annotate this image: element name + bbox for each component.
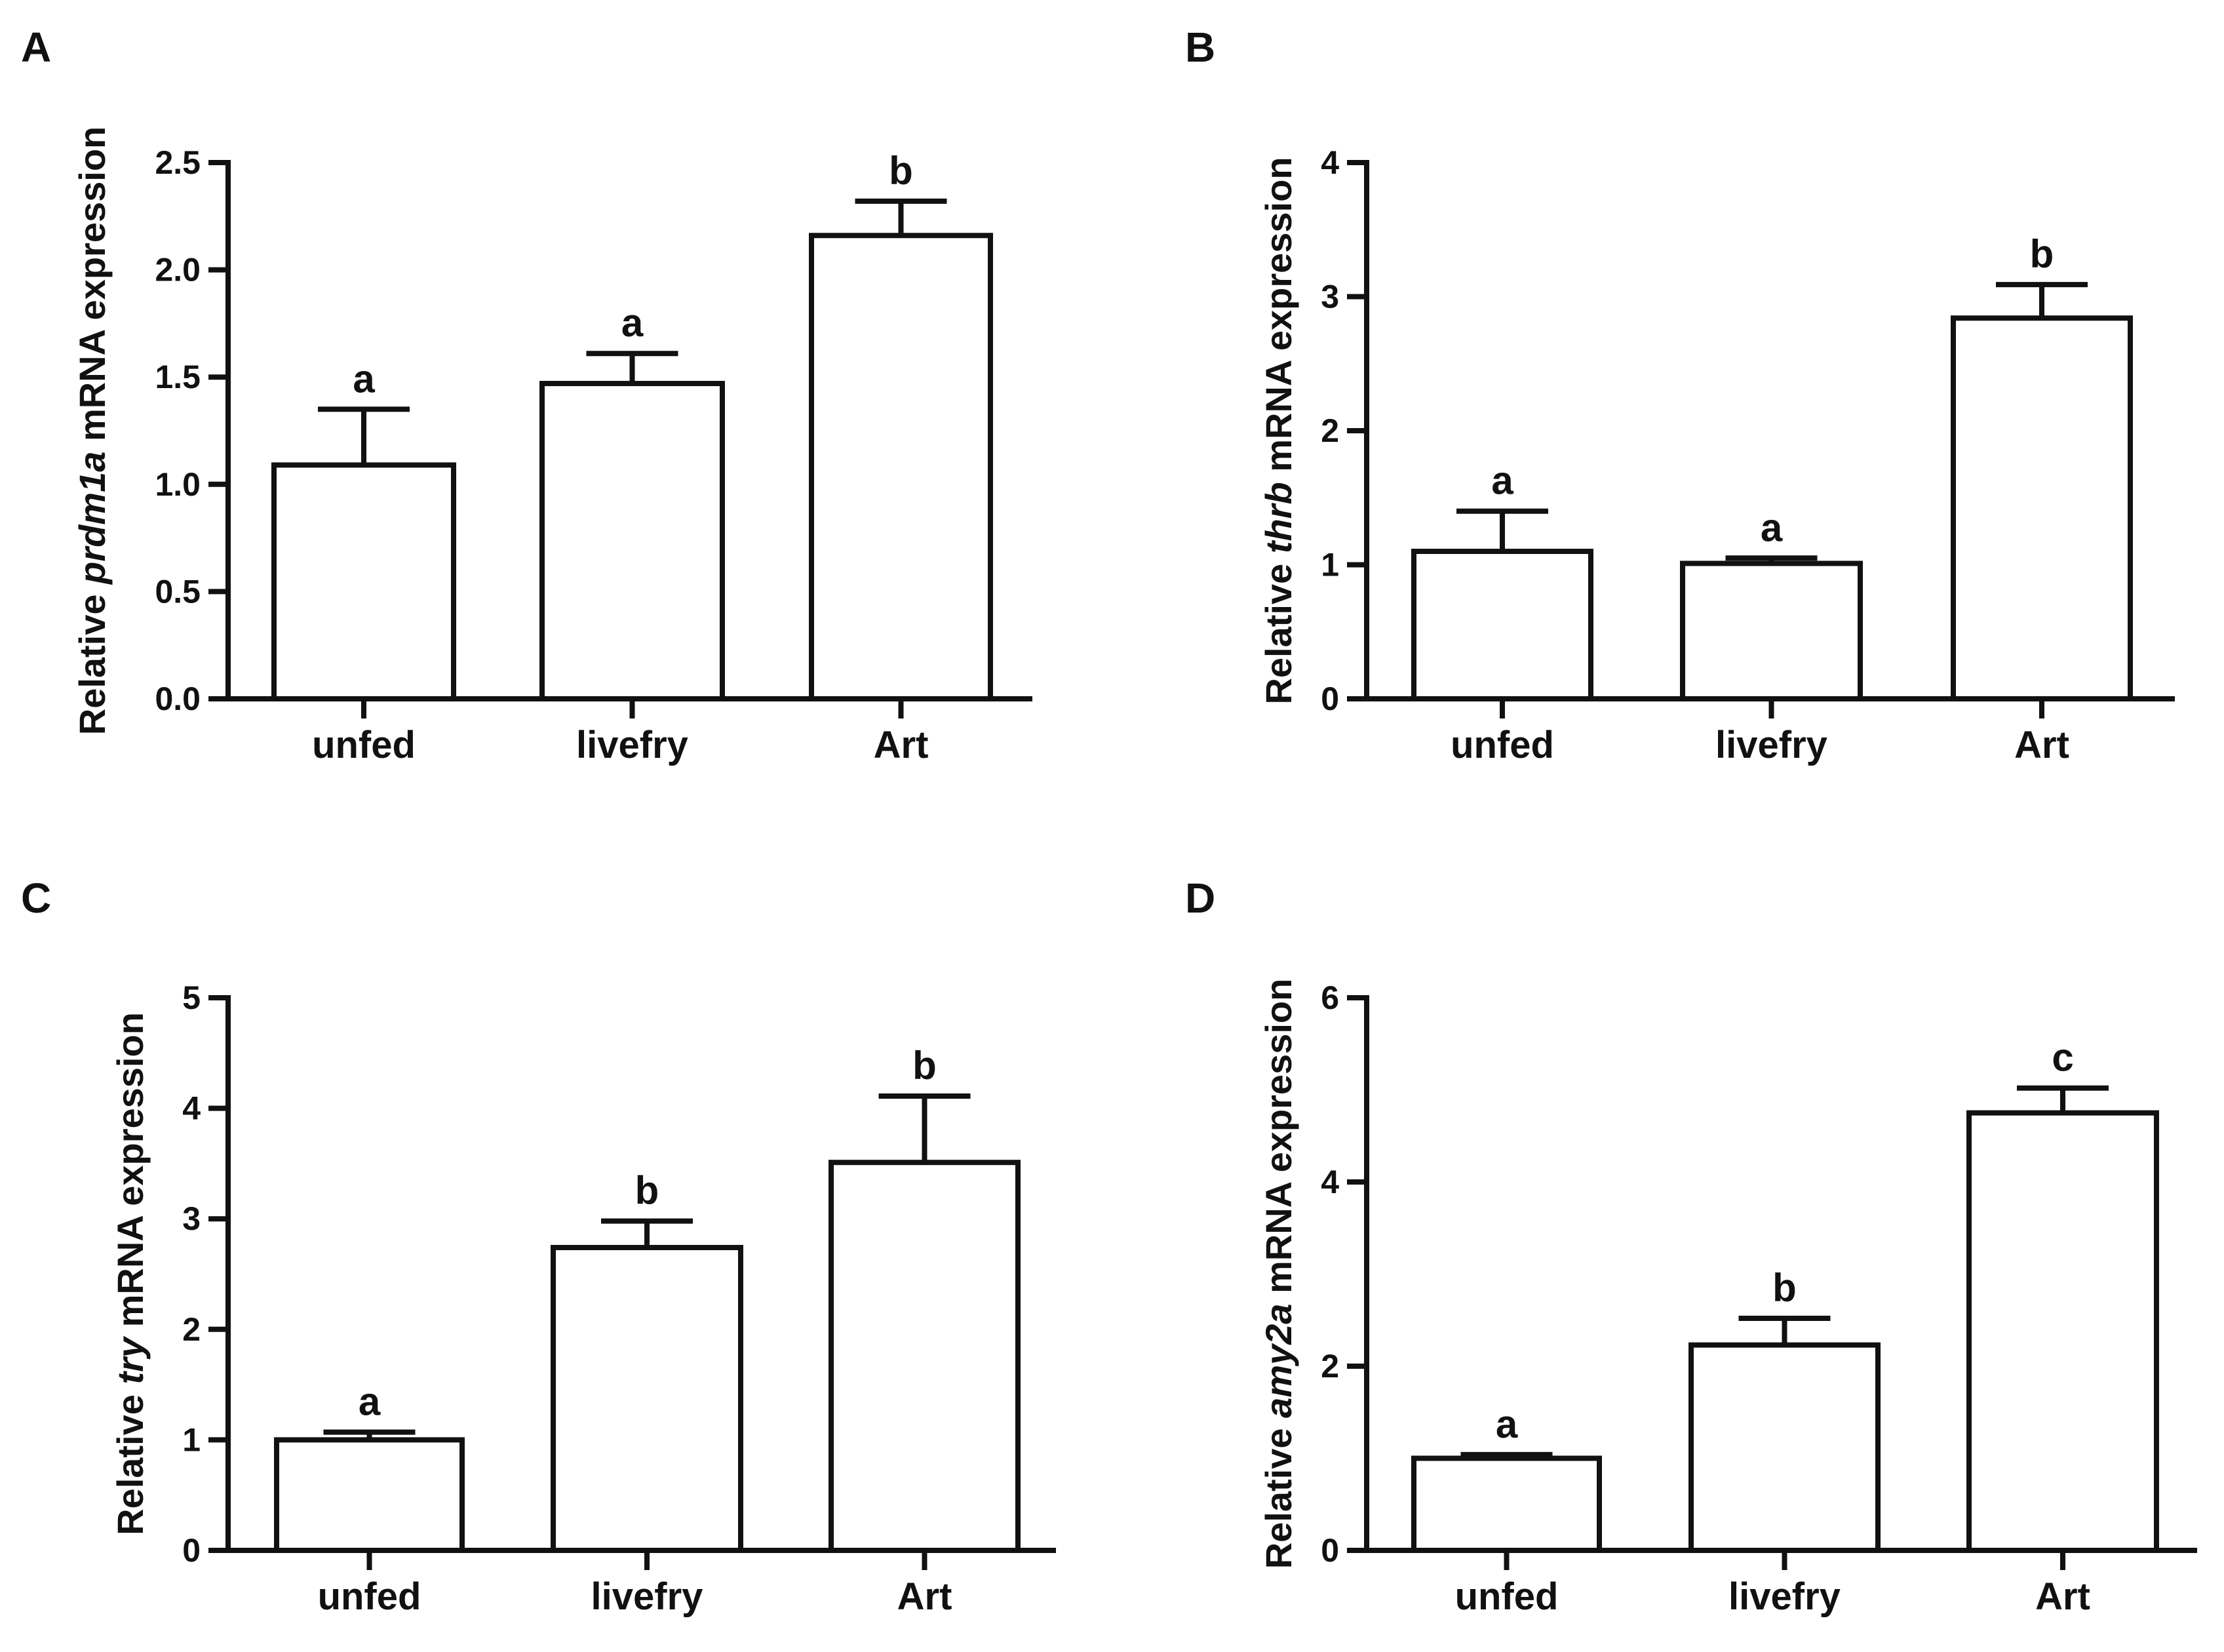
significance-label: a (1496, 1402, 1518, 1446)
significance-label: a (621, 301, 644, 345)
y-axis-title-gene: thrb (1258, 482, 1299, 553)
significance-label: b (2030, 232, 2054, 276)
bar-unfed (1411, 549, 1593, 701)
y-tick-label: 2 (1321, 1348, 1339, 1385)
y-tick-label: 5 (182, 979, 201, 1016)
significance-label: b (912, 1044, 937, 1088)
bar-livefry (1688, 1342, 1881, 1554)
panel-letter-b: B (1185, 24, 1215, 71)
x-tick-label: Art (2035, 1575, 2090, 1618)
y-tick-label: 3 (182, 1200, 201, 1237)
y-axis-title: Relative amy2a mRNA expression (1258, 979, 1299, 1569)
bar-art (1951, 315, 2133, 702)
y-axis-title-gene: prdm1a (71, 452, 113, 585)
y-axis-title: Relative try mRNA expression (109, 1012, 151, 1535)
y-tick-label: 1.5 (155, 359, 201, 395)
x-tick-label: Art (874, 724, 929, 766)
y-tick-label: 1.0 (155, 466, 201, 503)
y-axis-title: Relative prdm1a mRNA expression (71, 127, 113, 736)
chart-d: 0 2 4 6 unfed a livefry b Art c Relative amy2a mRN… (1258, 979, 2197, 1618)
y-tick-label: 0 (1321, 1532, 1339, 1569)
significance-label: a (1761, 505, 1783, 549)
chart-a: 0.0 0.5 1.0 1.5 2.0 2.5 unfed a livefry a Art b Rela… (71, 127, 1032, 766)
bar-livefry (551, 1245, 743, 1553)
charts-group: 0.0 0.5 1.0 1.5 2.0 2.5 unfed a livefry a Art b Rela… (71, 127, 2197, 1618)
significance-label: b (1772, 1266, 1797, 1310)
y-tick-label: 3 (1321, 279, 1339, 315)
x-tick-label: livefry (591, 1575, 703, 1618)
y-tick-label: 1 (182, 1421, 201, 1458)
y-axis-title-gene: amy2a (1258, 1304, 1299, 1418)
bar-unfed (271, 462, 456, 701)
y-axis-title-prefix: Relative (71, 584, 113, 735)
x-tick-label: livefry (1715, 724, 1827, 766)
y-axis-title-suffix: mRNA expression (109, 1012, 151, 1337)
chart-b: 0 1 2 3 4 unfed a livefry a Art b Relative thrb mRN… (1258, 144, 2175, 766)
x-tick-label: unfed (312, 724, 416, 766)
x-tick-label: unfed (1455, 1575, 1559, 1618)
significance-label: c (2052, 1036, 2073, 1080)
y-tick-label: 2 (182, 1311, 201, 1348)
bar-livefry (539, 381, 725, 701)
y-tick-label: 0.5 (155, 573, 201, 610)
x-tick-label: unfed (318, 1575, 421, 1618)
significance-label: a (1491, 459, 1513, 503)
y-axis-title-suffix: mRNA expression (1258, 979, 1299, 1304)
significance-label: b (635, 1169, 659, 1213)
y-tick-label: 1 (1321, 547, 1339, 583)
panel-letter-a: A (21, 24, 51, 71)
x-tick-label: livefry (576, 724, 688, 766)
y-tick-label: 2 (1321, 412, 1339, 449)
x-tick-label: Art (2014, 724, 2069, 766)
y-axis-title-prefix: Relative (109, 1385, 151, 1535)
significance-label: a (353, 357, 375, 401)
y-tick-label: 4 (1321, 144, 1339, 181)
y-tick-label: 4 (182, 1090, 201, 1127)
bar-livefry (1680, 560, 1863, 702)
y-axis-title: Relative thrb mRNA expression (1258, 157, 1299, 704)
y-tick-label: 0.0 (155, 680, 201, 717)
y-axis-title-suffix: mRNA expression (71, 127, 113, 452)
chart-c: 0 1 2 3 4 5 unfed a livefry b Art b Relative try mRN… (109, 979, 1056, 1618)
x-tick-label: unfed (1451, 724, 1554, 766)
x-tick-label: livefry (1728, 1575, 1841, 1618)
panel-letter-d: D (1185, 875, 1215, 922)
y-tick-label: 2.5 (155, 144, 201, 181)
y-tick-label: 0 (182, 1532, 201, 1569)
significance-label: b (889, 149, 913, 193)
y-axis-title-gene: try (109, 1335, 151, 1384)
y-tick-label: 6 (1321, 979, 1339, 1016)
bar-art (1966, 1110, 2159, 1553)
y-axis-title-suffix: mRNA expression (1258, 157, 1299, 482)
x-tick-label: Art (897, 1575, 952, 1618)
y-tick-label: 4 (1321, 1164, 1339, 1200)
bar-art (809, 233, 993, 701)
panel-letter-c: C (21, 875, 51, 922)
significance-label: a (359, 1380, 381, 1424)
y-tick-label: 0 (1321, 680, 1339, 717)
bar-unfed (274, 1437, 465, 1553)
bar-unfed (1411, 1455, 1602, 1553)
bar-art (829, 1160, 1021, 1553)
y-axis-title-prefix: Relative (1258, 1418, 1299, 1569)
y-axis-title-prefix: Relative (1258, 553, 1299, 704)
y-tick-label: 2.0 (155, 252, 201, 288)
